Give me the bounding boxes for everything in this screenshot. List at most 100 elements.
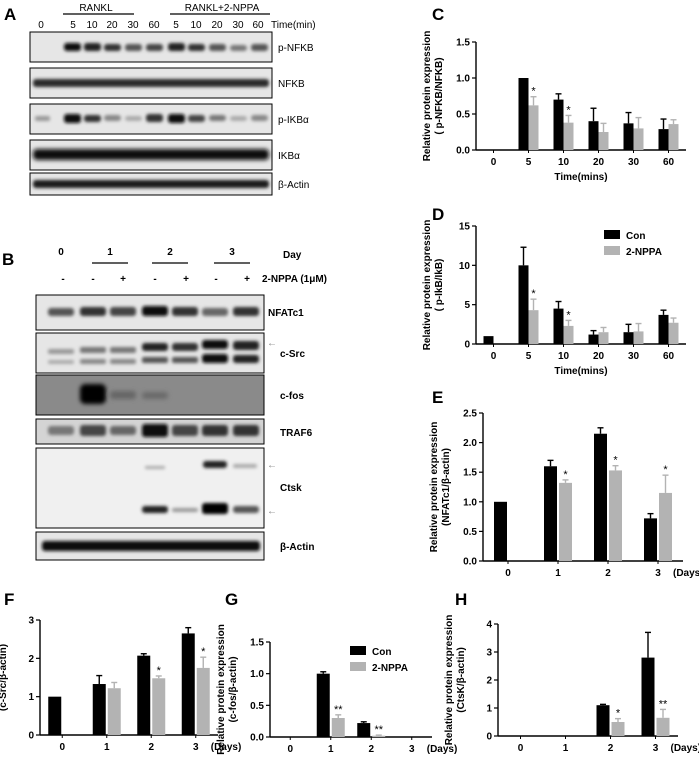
- blot-a-header: RANKL RANKL+2-NPPA 0 5 10 20 30 60 5 10 …: [38, 3, 315, 31]
- bar-2nppa: [563, 325, 574, 344]
- x-tick-label: 3: [653, 743, 659, 754]
- bar-2nppa: [559, 482, 572, 561]
- blot-b-label-ctsk: Ctsk: [280, 483, 302, 494]
- blot-a-time-label: 10: [86, 20, 98, 31]
- bar-2nppa: [659, 492, 672, 561]
- blot-b-label-csrc: c-Src: [280, 349, 305, 360]
- x-tick-label: 2: [368, 744, 374, 755]
- blot-b-treatment: -: [91, 274, 94, 285]
- legend-swatch: [350, 662, 366, 671]
- y-tick-label: 0.5: [250, 701, 264, 712]
- y-tick-label: 1.5: [463, 468, 477, 479]
- bar-con: [623, 332, 634, 344]
- x-tick-label: 60: [663, 351, 675, 362]
- blot-a-time-label: 60: [252, 20, 264, 31]
- y-tick-label: 0.5: [456, 110, 470, 121]
- x-tick-label: 30: [628, 351, 640, 362]
- significance-marker: *: [531, 288, 536, 300]
- significance-marker: *: [613, 455, 618, 467]
- bar-con: [48, 696, 62, 735]
- blot-b-treatment: +: [244, 274, 250, 285]
- bar-con: [518, 265, 529, 344]
- y-tick-label: 15: [459, 222, 471, 233]
- x-tick-label: 3: [193, 742, 199, 753]
- blot-b-day-1: 1: [107, 247, 113, 258]
- bar-con: [588, 334, 599, 344]
- bar-2nppa: [152, 678, 166, 735]
- x-tick-label: 0: [505, 568, 511, 579]
- significance-marker: **: [659, 698, 668, 710]
- bar-con: [553, 308, 564, 344]
- bar-2nppa: [633, 128, 644, 150]
- panel-letter-a: A: [4, 5, 16, 24]
- x-tick-label: 0: [59, 742, 65, 753]
- y-tick-label: 1.0: [463, 497, 477, 508]
- chart-c: 0.0 0.5 1.0 1.5 0 5 10 20 30 60 Time(mins) Relative…: [422, 31, 686, 183]
- x-tick-label: 0: [518, 743, 524, 754]
- y-tick-label: 1.0: [250, 669, 264, 680]
- y-axis-title: Relative protein expression( p-IkB/IkB): [422, 220, 445, 351]
- bar-2nppa: [196, 667, 210, 735]
- svg-text:←: ←: [267, 506, 277, 517]
- bar-2nppa: [372, 735, 386, 737]
- x-tick-label: 30: [628, 157, 640, 168]
- bar-2nppa: [107, 688, 121, 735]
- panel-letter-b: B: [2, 250, 14, 269]
- blot-b-treatment: -: [153, 274, 156, 285]
- x-tick-label: 3: [409, 744, 415, 755]
- significance-marker: *: [566, 309, 571, 321]
- x-tick-label: 2: [608, 743, 614, 754]
- x-axis-title: Time(mins): [554, 366, 607, 377]
- y-tick-label: 3: [486, 648, 492, 659]
- chart-h: 0 1 2 3 4 0 1 2 3 (Days) Relative protein expressi…: [444, 615, 699, 754]
- x-tick-label: 5: [526, 351, 532, 362]
- blot-a-time-label: 20: [211, 20, 223, 31]
- bar-con: [357, 723, 371, 737]
- panel-letter-g: G: [225, 590, 238, 609]
- y-axis-title: Relative protein expression(c-fos/β-acti…: [216, 624, 239, 755]
- x-tick-label: 0: [287, 744, 293, 755]
- x-unit-label: (Days): [427, 744, 458, 755]
- svg-text:←: ←: [267, 460, 277, 471]
- blot-b-treatment: -: [61, 274, 64, 285]
- x-tick-label: 3: [655, 568, 661, 579]
- y-tick-label: 4: [486, 620, 492, 631]
- charts-layer: 0.00.51.01.50 5 10 20 30 60Time(mins)Relative…: [0, 31, 699, 755]
- blot-a-label-ikba: IKBα: [278, 151, 300, 162]
- x-tick-label: 10: [558, 157, 570, 168]
- blot-b-day-2: 2: [167, 247, 173, 258]
- significance-marker: *: [616, 708, 621, 720]
- blot-a-time-label: 10: [190, 20, 202, 31]
- bar-con: [658, 314, 669, 344]
- bar-con: [553, 99, 564, 150]
- bar-2nppa: [331, 718, 345, 737]
- blot-b-day-3: 3: [229, 247, 235, 258]
- blot-a: p-NFKB NFKB p-IKBα IKBα: [29, 31, 314, 196]
- y-axis-title: Relative protein expression( p-NFKB/NFKB…: [422, 31, 445, 162]
- bar-2nppa: [609, 470, 622, 561]
- legend-swatch: [604, 246, 620, 255]
- x-tick-label: 1: [104, 742, 110, 753]
- bar-2nppa: [611, 722, 625, 736]
- y-tick-label: 0.0: [463, 557, 477, 568]
- y-tick-label: 2.0: [463, 438, 477, 449]
- blot-a-time-unit: Time(min): [271, 20, 316, 31]
- x-tick-label: 5: [526, 157, 532, 168]
- y-tick-label: 0.0: [250, 733, 264, 744]
- significance-marker: *: [201, 646, 206, 658]
- x-tick-label: 0: [491, 351, 497, 362]
- blot-a-group-rankl: RANKL: [79, 3, 113, 14]
- blot-b-label-traf6: TRAF6: [280, 428, 313, 439]
- blot-b-treatment-label: 2-NPPA (1μM): [262, 274, 327, 285]
- y-tick-label: 1.0: [456, 74, 470, 85]
- y-axis-title: Relative protein expression(c-Src/β-acti…: [0, 612, 9, 743]
- x-tick-label: 0: [491, 157, 497, 168]
- legend-label: Con: [372, 647, 391, 658]
- bar-2nppa: [563, 122, 574, 150]
- bar-con: [658, 129, 669, 150]
- significance-marker: *: [157, 665, 162, 677]
- x-unit-label: (Days): [673, 568, 699, 579]
- x-tick-label: 2: [148, 742, 154, 753]
- x-tick-label: 10: [558, 351, 570, 362]
